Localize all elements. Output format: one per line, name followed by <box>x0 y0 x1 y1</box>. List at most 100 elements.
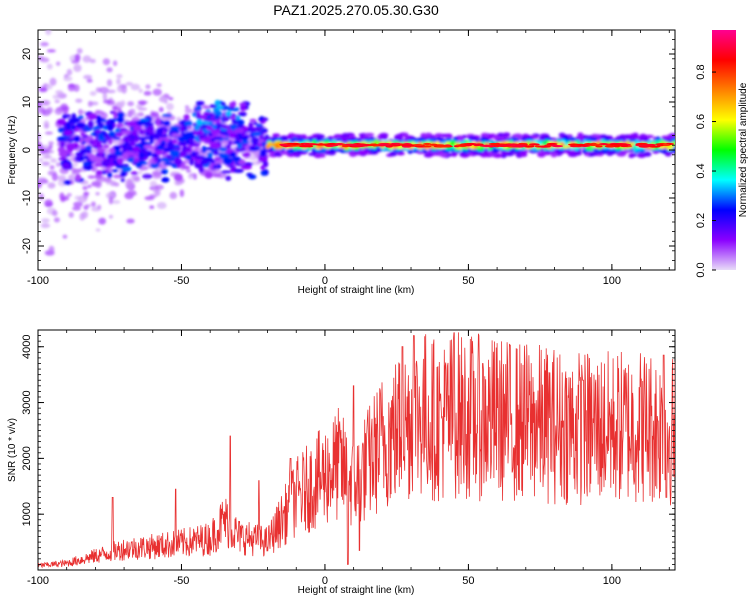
heatmap-ridge-blob <box>512 133 523 139</box>
heatmap-noise-blob <box>221 105 231 110</box>
heatmap-noise-blob <box>114 182 120 187</box>
heatmap-noise-blob <box>52 94 60 100</box>
y-tick-label: -10 <box>21 190 33 206</box>
heatmap-noise-blob <box>239 140 250 144</box>
heatmap-noise-blob <box>108 196 114 205</box>
heatmap-noise-blob <box>200 125 207 129</box>
heatmap-noise-blob <box>61 106 70 110</box>
heatmap-noise-blob <box>173 144 180 148</box>
heatmap-noise-blob <box>38 132 41 141</box>
heatmap-noise-blob <box>125 180 134 189</box>
heatmap-noise-blob <box>206 152 213 158</box>
heatmap-noise-blob <box>72 169 80 175</box>
heatmap-noise-blob <box>234 146 246 153</box>
heatmap-noise-blob <box>137 170 143 175</box>
heatmap-noise-blob <box>214 119 221 124</box>
heatmap-noise-blob <box>222 117 229 122</box>
heatmap-ridge-blob <box>422 149 428 154</box>
heatmap-noise-blob <box>40 223 51 229</box>
heatmap-noise-blob <box>165 154 173 159</box>
heatmap-noise-blob <box>183 114 190 121</box>
heatmap-ridge-blob <box>526 137 533 141</box>
heatmap-noise-blob <box>65 143 76 151</box>
heatmap-noise-blob <box>87 175 96 179</box>
heatmap-ridge-core <box>528 143 540 146</box>
heatmap-ridge-core <box>487 145 495 148</box>
heatmap-noise-blob <box>256 123 263 127</box>
heatmap-noise-blob <box>184 105 190 109</box>
heatmap-noise-blob <box>154 132 159 140</box>
heatmap-noise-blob <box>77 195 88 203</box>
heatmap-noise-blob <box>171 139 178 144</box>
heatmap-ridge-blob <box>364 132 375 137</box>
heatmap-noise-blob <box>198 114 207 120</box>
heatmap-noise-blob <box>169 125 181 130</box>
heatmap-ridge-blob <box>272 133 281 138</box>
heatmap-noise-blob <box>197 101 205 105</box>
heatmap-noise-blob <box>201 145 207 154</box>
heatmap-ridge-blob <box>550 152 558 158</box>
heatmap-noise-blob <box>174 158 183 166</box>
heatmap-noise-blob <box>63 75 73 82</box>
heatmap-noise-blob <box>38 86 48 93</box>
heatmap-noise-blob <box>106 67 113 73</box>
heatmap-ridge-blob <box>274 143 280 150</box>
heatmap-noise-blob <box>87 184 92 188</box>
heatmap-noise-blob <box>115 132 124 137</box>
heatmap-noise-blob <box>195 111 201 118</box>
heatmap-noise-blob <box>91 201 96 207</box>
heatmap-noise-blob <box>194 125 200 131</box>
heatmap-ridge-blob <box>300 134 307 138</box>
heatmap-ridge-core <box>576 143 586 147</box>
heatmap-noise-blob <box>133 124 142 132</box>
snr-series-line <box>38 332 675 569</box>
heatmap-ridge-blob <box>267 141 273 147</box>
heatmap-noise-blob <box>138 152 146 159</box>
heatmap-noise-blob <box>56 136 67 142</box>
heatmap-noise-blob <box>216 105 224 110</box>
heatmap-noise-blob <box>248 154 258 161</box>
heatmap-noise-blob <box>129 108 136 115</box>
heatmap-noise-blob <box>248 122 254 130</box>
heatmap-ridge-core <box>369 143 378 146</box>
colorbar-gradient <box>712 30 736 270</box>
heatmap-noise-blob <box>113 60 118 67</box>
colorbar-tick-label: 0.2 <box>695 213 707 228</box>
heatmap-noise-blob <box>114 150 122 156</box>
heatmap-noise-blob <box>40 148 49 154</box>
heatmap-noise-blob <box>154 184 164 190</box>
heatmap-noise-blob <box>38 55 44 61</box>
heatmap-ridge-core <box>336 143 343 146</box>
heatmap-ridge-blob <box>652 149 660 154</box>
heatmap-noise-blob <box>135 120 147 126</box>
heatmap-noise-blob <box>198 166 205 173</box>
heatmap-noise-blob <box>145 122 154 127</box>
heatmap-noise-blob <box>116 74 123 79</box>
heatmap-noise-blob <box>135 161 143 169</box>
heatmap-noise-blob <box>237 119 245 126</box>
heatmap-noise-blob <box>121 163 129 168</box>
heatmap-ridge-blob <box>336 137 342 142</box>
heatmap-ridge-blob <box>319 153 326 158</box>
heatmap-noise-blob <box>209 159 216 164</box>
heatmap-noise-blob <box>137 100 148 105</box>
heatmap-ridge-blob <box>563 145 570 149</box>
heatmap-noise-blob <box>150 111 159 117</box>
heatmap-noise-blob <box>79 212 86 221</box>
heatmap-noise-blob <box>103 169 109 173</box>
heatmap-ridge-blob <box>487 134 495 138</box>
heatmap-noise-blob <box>95 169 103 176</box>
heatmap-noise-blob <box>49 77 57 86</box>
heatmap-ridge-blob <box>522 133 530 138</box>
heatmap-noise-blob <box>163 161 174 166</box>
heatmap-noise-blob <box>232 156 241 162</box>
heatmap-ridge-core <box>279 143 288 146</box>
colorbar-label: Normalized spectral amplitude <box>738 82 749 217</box>
y-tick-label: 1000 <box>21 502 33 526</box>
heatmap-noise-blob <box>107 171 113 179</box>
heatmap-ridge-blob <box>618 135 628 139</box>
heatmap-ridge-core <box>526 145 535 148</box>
heatmap-noise-blob <box>41 218 50 223</box>
heatmap-ridge-blob <box>665 153 672 157</box>
heatmap-noise-blob <box>228 140 233 146</box>
